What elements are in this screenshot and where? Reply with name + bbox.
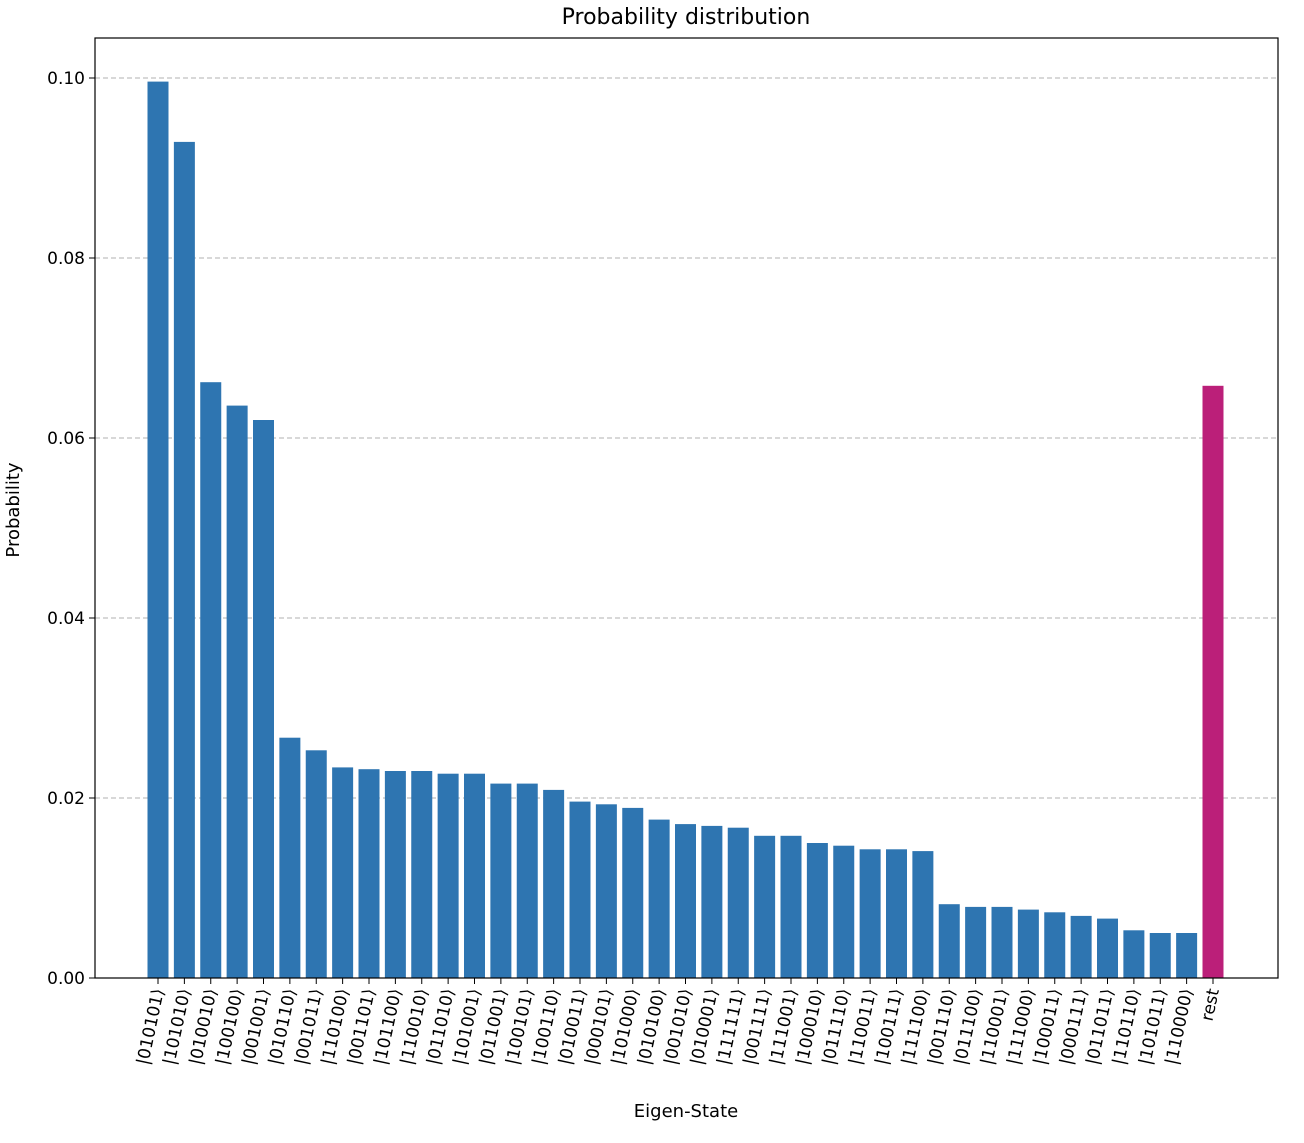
- bar: [358, 769, 380, 978]
- bar: [569, 801, 591, 978]
- bar: [1097, 918, 1118, 978]
- bar: [437, 773, 459, 978]
- bar: [1123, 930, 1145, 978]
- bar: [411, 771, 433, 978]
- bar: [701, 825, 723, 978]
- bar: [648, 819, 670, 978]
- bar: [806, 843, 828, 978]
- bar: [622, 807, 644, 978]
- chart-title: Probability distribution: [562, 5, 811, 30]
- bar: [912, 851, 934, 978]
- grid-lines: [95, 77, 1278, 799]
- bar: [516, 783, 538, 978]
- y-axis: 0.00 0.02 0.04 0.06 0.08 0.10: [47, 69, 95, 989]
- bar: [173, 141, 195, 978]
- bar: [965, 906, 987, 978]
- plot-frame: [94, 37, 1279, 979]
- bar: [464, 773, 485, 978]
- bar: [780, 835, 802, 978]
- bar-rest: [1202, 385, 1224, 978]
- bar: [1070, 915, 1092, 978]
- y-tick-label: 0.08: [47, 249, 85, 269]
- bar: [727, 827, 749, 978]
- bar: [543, 789, 565, 978]
- y-tick-label: 0.04: [47, 609, 85, 629]
- bars: [147, 81, 1224, 979]
- bar: [226, 405, 248, 979]
- bar: [595, 804, 617, 978]
- bar: [886, 849, 907, 978]
- x-axis: |010101⟩|101010⟩|010010⟩|100100⟩|001001⟩…: [133, 978, 1224, 1067]
- bar: [1176, 933, 1198, 978]
- y-tick-label: 0.06: [47, 429, 85, 449]
- bar: [1149, 933, 1171, 978]
- bar: [384, 771, 406, 978]
- bar: [279, 737, 301, 978]
- bar: [1017, 909, 1039, 978]
- y-tick-label: 0.00: [47, 969, 85, 989]
- bar: [332, 767, 354, 978]
- bar: [754, 835, 776, 978]
- bar: [938, 904, 960, 978]
- bar: [991, 906, 1013, 978]
- bar: [253, 420, 274, 978]
- bar: [859, 849, 881, 978]
- bar: [490, 783, 512, 978]
- y-tick-label: 0.02: [47, 789, 85, 809]
- bar: [147, 81, 169, 979]
- bar: [305, 750, 327, 978]
- bar: [200, 382, 222, 978]
- x-tick-label: rest: [1198, 987, 1224, 1023]
- y-axis-label: Probability: [3, 462, 24, 557]
- y-tick-label: 0.10: [47, 69, 85, 89]
- bar: [1044, 912, 1066, 978]
- x-axis-label: Eigen-State: [634, 1101, 738, 1122]
- bar: [675, 824, 696, 978]
- bar: [833, 845, 855, 978]
